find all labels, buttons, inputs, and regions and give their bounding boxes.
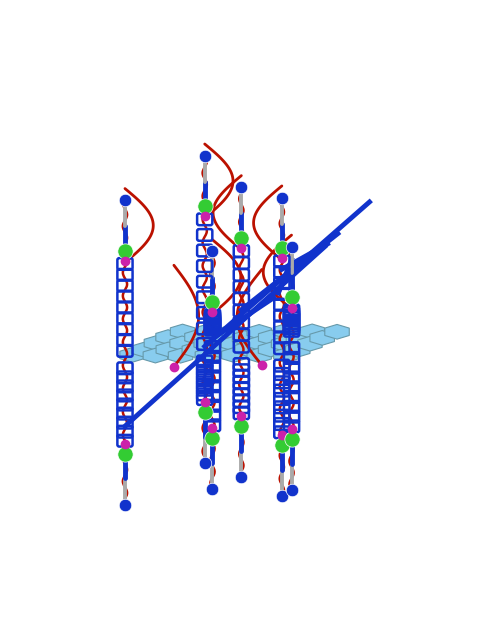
Polygon shape — [120, 348, 144, 362]
Polygon shape — [143, 348, 168, 363]
Polygon shape — [325, 324, 349, 339]
Polygon shape — [132, 342, 156, 357]
Polygon shape — [300, 324, 324, 339]
Polygon shape — [156, 342, 180, 356]
Polygon shape — [209, 330, 233, 344]
Polygon shape — [235, 342, 260, 356]
Polygon shape — [144, 335, 168, 350]
Polygon shape — [310, 330, 335, 345]
Polygon shape — [286, 330, 311, 345]
Polygon shape — [194, 336, 218, 351]
Polygon shape — [232, 331, 257, 346]
Polygon shape — [258, 330, 283, 345]
Polygon shape — [197, 324, 221, 339]
Polygon shape — [222, 348, 246, 362]
Polygon shape — [170, 324, 195, 339]
Polygon shape — [221, 324, 246, 339]
Polygon shape — [286, 342, 310, 357]
Polygon shape — [273, 324, 298, 339]
Polygon shape — [170, 336, 194, 351]
Polygon shape — [274, 348, 298, 362]
Polygon shape — [195, 348, 220, 363]
Polygon shape — [185, 330, 209, 344]
Polygon shape — [182, 342, 206, 357]
Polygon shape — [168, 348, 193, 363]
Polygon shape — [298, 337, 322, 351]
Polygon shape — [206, 342, 231, 357]
Polygon shape — [247, 348, 272, 363]
Polygon shape — [271, 337, 296, 351]
Polygon shape — [248, 336, 273, 351]
Polygon shape — [247, 324, 272, 339]
Polygon shape — [221, 337, 246, 351]
Polygon shape — [156, 330, 180, 344]
Polygon shape — [258, 342, 283, 357]
